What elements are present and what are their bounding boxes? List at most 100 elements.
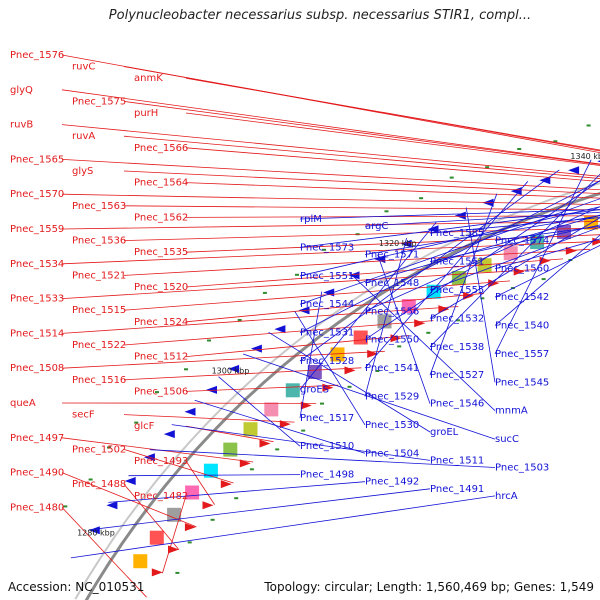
feature-block xyxy=(285,383,300,398)
reverse-gene-label: Pnec_1528 xyxy=(300,356,354,367)
reverse-gene-label: Pnec_1527 xyxy=(430,370,484,381)
reverse-gene-label: Pnec_1517 xyxy=(300,413,354,424)
reverse-gene-label: Pnec_1548 xyxy=(365,278,419,289)
forward-label-connector xyxy=(61,124,600,177)
reverse-gene-label: Pnec_1560 xyxy=(495,264,549,275)
reverse-strand-arrow xyxy=(228,364,240,373)
reverse-label-connector xyxy=(377,254,431,404)
reverse-gene-label: Pnec_1541 xyxy=(365,363,419,374)
forward-gene-label: Pnec_1566 xyxy=(134,143,188,154)
forward-strand-arrow xyxy=(513,267,525,276)
reverse-gene-label: groEL xyxy=(430,427,459,438)
forward-strand-arrow xyxy=(239,459,251,468)
feature-block xyxy=(557,224,571,239)
reverse-gene-label: mnmA xyxy=(495,406,528,417)
reverse-strand-arrow xyxy=(454,211,466,220)
reverse-label-connector xyxy=(494,238,600,270)
forward-gene-label: Pnec_1524 xyxy=(134,317,188,328)
forward-label-connector xyxy=(61,472,197,528)
reverse-gene-label: Pnec_1503 xyxy=(495,463,549,474)
reverse-strand-arrow xyxy=(597,160,600,163)
forward-gene-label: Pnec_1564 xyxy=(134,178,188,189)
reverse-strand-arrow xyxy=(348,271,360,280)
forward-label-connector xyxy=(185,215,600,218)
reverse-gene-label: Pnec_1510 xyxy=(300,441,354,452)
gc-skew-dot xyxy=(426,331,431,334)
feature-block xyxy=(167,507,182,522)
reverse-strand-arrow xyxy=(88,526,100,535)
reverse-label-connector xyxy=(218,376,301,447)
gc-skew-dot xyxy=(541,278,546,281)
forward-label-connector xyxy=(185,112,600,166)
forward-strand-arrow xyxy=(220,480,232,489)
backbone-ring-inner xyxy=(74,182,600,600)
gc-skew-dot xyxy=(237,319,242,321)
forward-strand-arrow xyxy=(414,319,426,328)
genome-summary-text: Topology: circular; Length: 1,560,469 bp… xyxy=(264,580,594,594)
gc-skew-dot xyxy=(384,210,389,213)
gc-skew-dot xyxy=(455,319,460,322)
reverse-strand-arrow xyxy=(184,407,196,416)
gc-skew-dot xyxy=(262,291,267,294)
accession-text: Accession: NC_010531 xyxy=(8,580,145,594)
reverse-label-connector xyxy=(299,206,600,277)
reverse-gene-label: Pnec_1546 xyxy=(430,399,484,410)
forward-gene-label: Pnec_1497 xyxy=(10,433,64,444)
forward-label-connector xyxy=(185,147,600,182)
gc-skew-dot xyxy=(234,497,239,500)
reverse-label-connector xyxy=(429,217,600,234)
forward-label-connector xyxy=(185,77,600,151)
forward-gene-label: Pnec_1512 xyxy=(134,352,188,363)
reverse-label-connector xyxy=(364,180,600,341)
forward-label-connector xyxy=(185,335,409,357)
forward-label-connector xyxy=(123,449,234,484)
reverse-label-connector xyxy=(128,474,301,477)
reverse-gene-label: Pnec_1504 xyxy=(365,448,419,459)
gc-skew-dot xyxy=(187,541,192,544)
gc-skew-dot xyxy=(320,402,324,405)
forward-label-connector xyxy=(61,193,600,205)
forward-label-connector xyxy=(162,495,187,574)
forward-gene-label: Pnec_1480 xyxy=(10,502,64,513)
forward-label-connector xyxy=(185,182,600,199)
reverse-gene-label: Pnec_1555 xyxy=(430,285,484,296)
reverse-label-connector xyxy=(364,206,600,312)
reverse-strand-arrow xyxy=(427,225,439,234)
forward-label-connector xyxy=(61,240,600,265)
forward-gene-label: Pnec_1482 xyxy=(134,491,188,502)
feature-block xyxy=(243,422,258,437)
gc-skew-dot xyxy=(88,478,93,481)
reverse-gene-label: Pnec_1545 xyxy=(495,377,549,388)
reverse-strand-arrow xyxy=(206,385,217,394)
forward-strand-arrow xyxy=(202,501,214,510)
reverse-strand-arrow xyxy=(568,166,580,175)
feature-block xyxy=(330,347,345,362)
reverse-gene-label: groES xyxy=(300,384,329,395)
reverse-gene-label: Pnec_1561 xyxy=(430,257,484,268)
reverse-label-connector xyxy=(429,193,498,376)
reverse-gene-label: Pnec_1491 xyxy=(430,484,484,495)
reverse-label-connector xyxy=(89,488,431,531)
forward-label-connector xyxy=(123,101,600,165)
gc-skew-dot xyxy=(375,370,380,372)
gc-skew-dot xyxy=(586,124,591,127)
forward-label-connector xyxy=(185,258,564,288)
forward-gene-label: Pnec_1502 xyxy=(72,444,126,455)
reverse-gene-label: Pnec_1531 xyxy=(300,328,354,339)
forward-label-connector xyxy=(123,320,434,346)
forward-gene-label: ruvC xyxy=(72,62,95,73)
gc-skew-dot xyxy=(295,273,299,276)
forward-gene-label: Pnec_1533 xyxy=(10,294,64,305)
reverse-label-connector xyxy=(242,353,496,440)
reverse-gene-label: argC xyxy=(365,221,388,232)
forward-gene-label: Pnec_1534 xyxy=(10,259,64,270)
gc-skew-dot xyxy=(134,421,139,424)
forward-label-connector xyxy=(123,170,600,195)
reverse-gene-label: Pnec_1511 xyxy=(430,455,484,466)
reverse-label-connector xyxy=(429,173,600,348)
forward-label-connector xyxy=(123,414,295,423)
reverse-gene-label: Pnec_1573 xyxy=(300,242,354,253)
forward-label-connector xyxy=(123,205,600,211)
forward-gene-label: Pnec_1506 xyxy=(134,386,188,397)
